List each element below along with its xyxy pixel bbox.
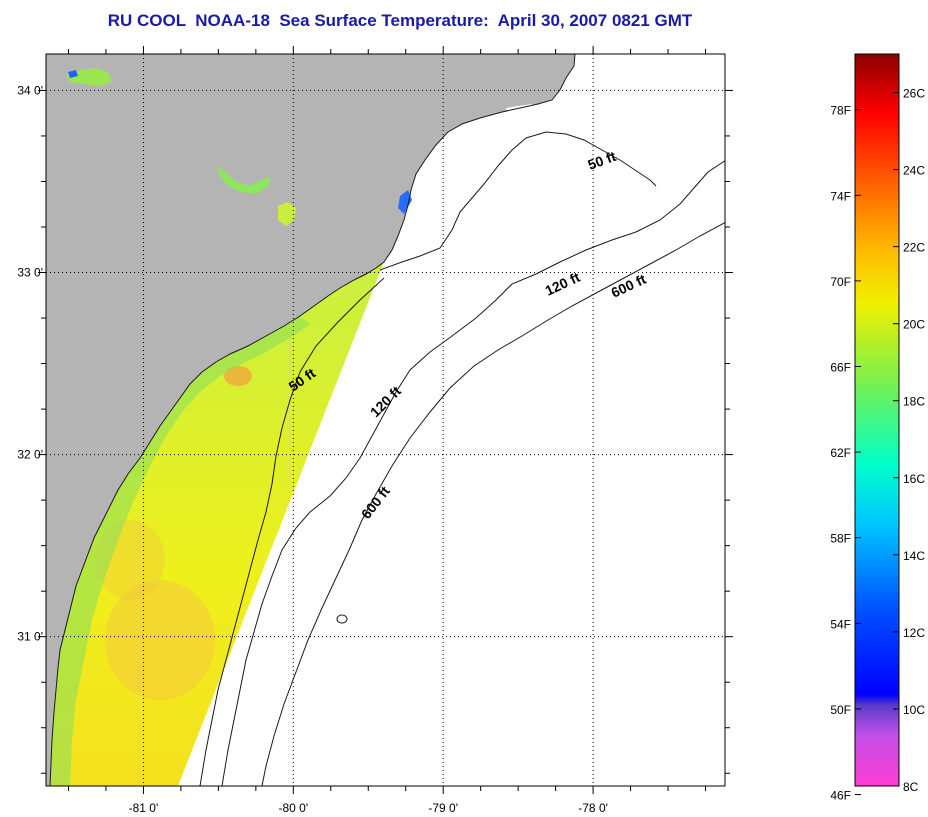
fahrenheit-label: 62F bbox=[830, 446, 851, 460]
land-mass bbox=[46, 54, 575, 786]
map-title: RU COOL NOAA-18 Sea Surface Temperature:… bbox=[107, 11, 693, 30]
fahrenheit-label: 74F bbox=[830, 189, 851, 203]
contour-600ft bbox=[261, 221, 725, 786]
celsius-label: 14C bbox=[903, 549, 925, 563]
fahrenheit-label: 66F bbox=[830, 360, 851, 374]
inland-lake bbox=[216, 166, 270, 194]
inland-lake bbox=[278, 202, 296, 226]
contour-120ft bbox=[221, 160, 725, 786]
coastline bbox=[383, 54, 576, 263]
contour-50ft bbox=[199, 277, 385, 786]
warm-patch bbox=[105, 580, 215, 700]
fahrenheit-label: 78F bbox=[830, 104, 851, 118]
colorbar-ticks: 26C 24C 22C 20C 18C 16C 14C 12C 10C 8C 78F 74F 70F 66… bbox=[830, 87, 925, 803]
celsius-label: 26C bbox=[903, 87, 925, 101]
fahrenheit-label: 54F bbox=[830, 617, 851, 631]
fahrenheit-label: 50F bbox=[830, 703, 851, 717]
celsius-label: 20C bbox=[903, 318, 925, 332]
celsius-label: 24C bbox=[903, 164, 925, 178]
lat-tick-label: 34 0' bbox=[17, 83, 43, 97]
lon-tick-label: -78 0' bbox=[578, 801, 608, 815]
celsius-label: 12C bbox=[903, 626, 925, 640]
map-frame bbox=[45, 53, 726, 787]
warm-patch bbox=[224, 366, 252, 386]
contour-50ft bbox=[379, 131, 657, 271]
lon-tick-label: -80 0' bbox=[278, 801, 308, 815]
lat-tick-label: 33 0' bbox=[17, 266, 43, 280]
frame-ticks: -81 0' -80 0' -79 0' -78 0' 34 0' 33 0' 32 0' 3… bbox=[17, 46, 733, 815]
map-area: 50 ft 120 ft 600 ft 50 ft 120 ft 600 ft bbox=[46, 54, 725, 786]
celsius-label: 10C bbox=[903, 703, 925, 717]
inland-lake bbox=[66, 68, 112, 86]
fahrenheit-label: 46F bbox=[830, 789, 851, 803]
lat-tick-label: 32 0' bbox=[17, 448, 43, 462]
cool-nearshore bbox=[50, 316, 310, 786]
colorbar-frame bbox=[854, 53, 900, 787]
seamount-contour bbox=[336, 614, 348, 624]
celsius-label: 16C bbox=[903, 472, 925, 486]
fahrenheit-label: 70F bbox=[830, 275, 851, 289]
celsius-label: 8C bbox=[903, 780, 919, 794]
coastline bbox=[49, 261, 385, 786]
lon-tick-label: -81 0' bbox=[129, 801, 159, 815]
colorbar bbox=[855, 54, 899, 786]
inland-lake bbox=[398, 190, 412, 214]
celsius-label: 22C bbox=[903, 241, 925, 255]
lat-tick-label: 31 0' bbox=[17, 630, 43, 644]
celsius-label: 18C bbox=[903, 395, 925, 409]
lon-tick-label: -79 0' bbox=[428, 801, 458, 815]
inland-lake bbox=[68, 70, 78, 78]
fahrenheit-label: 58F bbox=[830, 532, 851, 546]
